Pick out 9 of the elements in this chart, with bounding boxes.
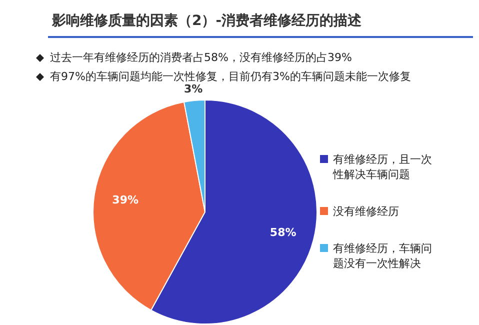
legend-label: 有维修经历，车辆问题没有一次性解决: [333, 241, 433, 271]
data-label: 58%: [270, 226, 296, 240]
chart-title: 影响维修质量的因素（2）-消费者维修经历的描述: [52, 12, 363, 30]
text: 有97%的车辆问题均能一次性修复，目前仍有3%的车辆问题未能一次修复: [50, 69, 412, 84]
text: 过去一年有维修经历的消费者占58%，没有维修经历的占39%: [50, 50, 353, 66]
data-label: 3%: [184, 82, 203, 96]
data-label: 39%: [112, 193, 139, 206]
legend-label: 没有维修经历: [333, 204, 400, 219]
legend-label: 有维修经历，且一次性解决车辆问题: [333, 152, 433, 182]
